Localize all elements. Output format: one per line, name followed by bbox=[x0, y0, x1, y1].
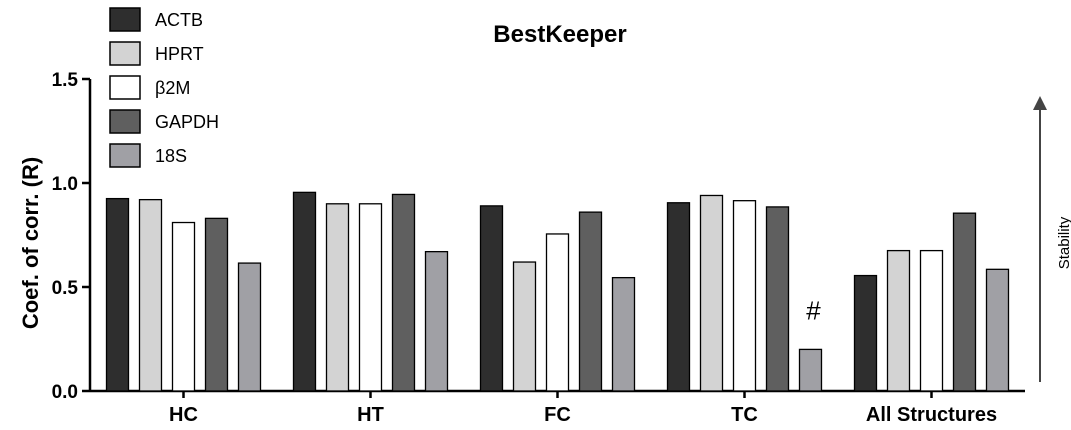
y-tick-label: 1.5 bbox=[52, 70, 79, 91]
bar-18S-All-Structures bbox=[985, 268, 1010, 392]
bar-2M-All-Structures bbox=[919, 249, 944, 392]
bar-2M-FC bbox=[545, 233, 570, 392]
legend-swatch bbox=[109, 41, 141, 66]
y-tick-label: 1.0 bbox=[52, 174, 78, 195]
bar-HPRT-TC bbox=[699, 194, 724, 392]
bar-HPRT-All-Structures bbox=[886, 249, 911, 392]
bar-HPRT-HC bbox=[138, 198, 163, 392]
x-category-label: TC bbox=[731, 404, 758, 426]
y-tick-label: 0.0 bbox=[52, 382, 78, 403]
x-category-label: All Structures bbox=[866, 404, 997, 426]
y-tick-label: 0.5 bbox=[52, 278, 79, 299]
legend-swatch bbox=[109, 109, 141, 134]
bar-2M-HT bbox=[358, 203, 383, 392]
bar-GAPDH-TC bbox=[765, 206, 790, 392]
x-category-label: HT bbox=[357, 404, 384, 426]
legend-label: 18S bbox=[155, 146, 187, 166]
bar-18S-FC bbox=[611, 276, 636, 392]
legend-label: GAPDH bbox=[155, 112, 219, 132]
y-axis-label: Coef. of corr. (R) bbox=[18, 157, 43, 329]
bar-GAPDH-All-Structures bbox=[952, 212, 977, 392]
x-category-label: HC bbox=[169, 404, 198, 426]
bar-2M-HC bbox=[171, 221, 196, 392]
bars bbox=[105, 191, 1010, 392]
chart-title: BestKeeper bbox=[493, 21, 626, 48]
stability-arrow-icon bbox=[1033, 96, 1047, 110]
legend-swatch bbox=[109, 75, 141, 100]
legend-label: HPRT bbox=[155, 44, 204, 64]
bar-HPRT-HT bbox=[325, 203, 350, 392]
annotation-label: # bbox=[806, 295, 821, 325]
bar-18S-TC bbox=[798, 348, 823, 392]
bar-ACTB-FC bbox=[479, 205, 504, 392]
bar-2M-TC bbox=[732, 200, 757, 392]
category-labels: HC HT FC TC All Structures bbox=[169, 404, 997, 426]
legend-swatch bbox=[109, 143, 141, 168]
bar-ACTB-HC bbox=[105, 197, 130, 392]
stability-indicator: Stability bbox=[1033, 96, 1071, 382]
bar-ACTB-All-Structures bbox=[853, 274, 878, 392]
bar-18S-HT bbox=[424, 250, 449, 392]
bar-18S-HC bbox=[237, 262, 262, 392]
legend-swatch bbox=[109, 7, 141, 32]
bar-ACTB-TC bbox=[666, 202, 691, 392]
stability-label: Stability bbox=[1056, 216, 1071, 269]
bar-GAPDH-HT bbox=[391, 193, 416, 392]
legend: ACTB HPRT β2M GAPDH 18S bbox=[109, 7, 219, 168]
legend-label: ACTB bbox=[155, 10, 203, 30]
legend-label: β2M bbox=[155, 78, 190, 98]
annotations: # bbox=[806, 295, 821, 325]
bar-HPRT-FC bbox=[512, 261, 537, 392]
bar-ACTB-HT bbox=[292, 191, 317, 392]
x-category-label: FC bbox=[544, 404, 571, 426]
bar-GAPDH-HC bbox=[204, 217, 229, 392]
bar-GAPDH-FC bbox=[578, 211, 603, 392]
